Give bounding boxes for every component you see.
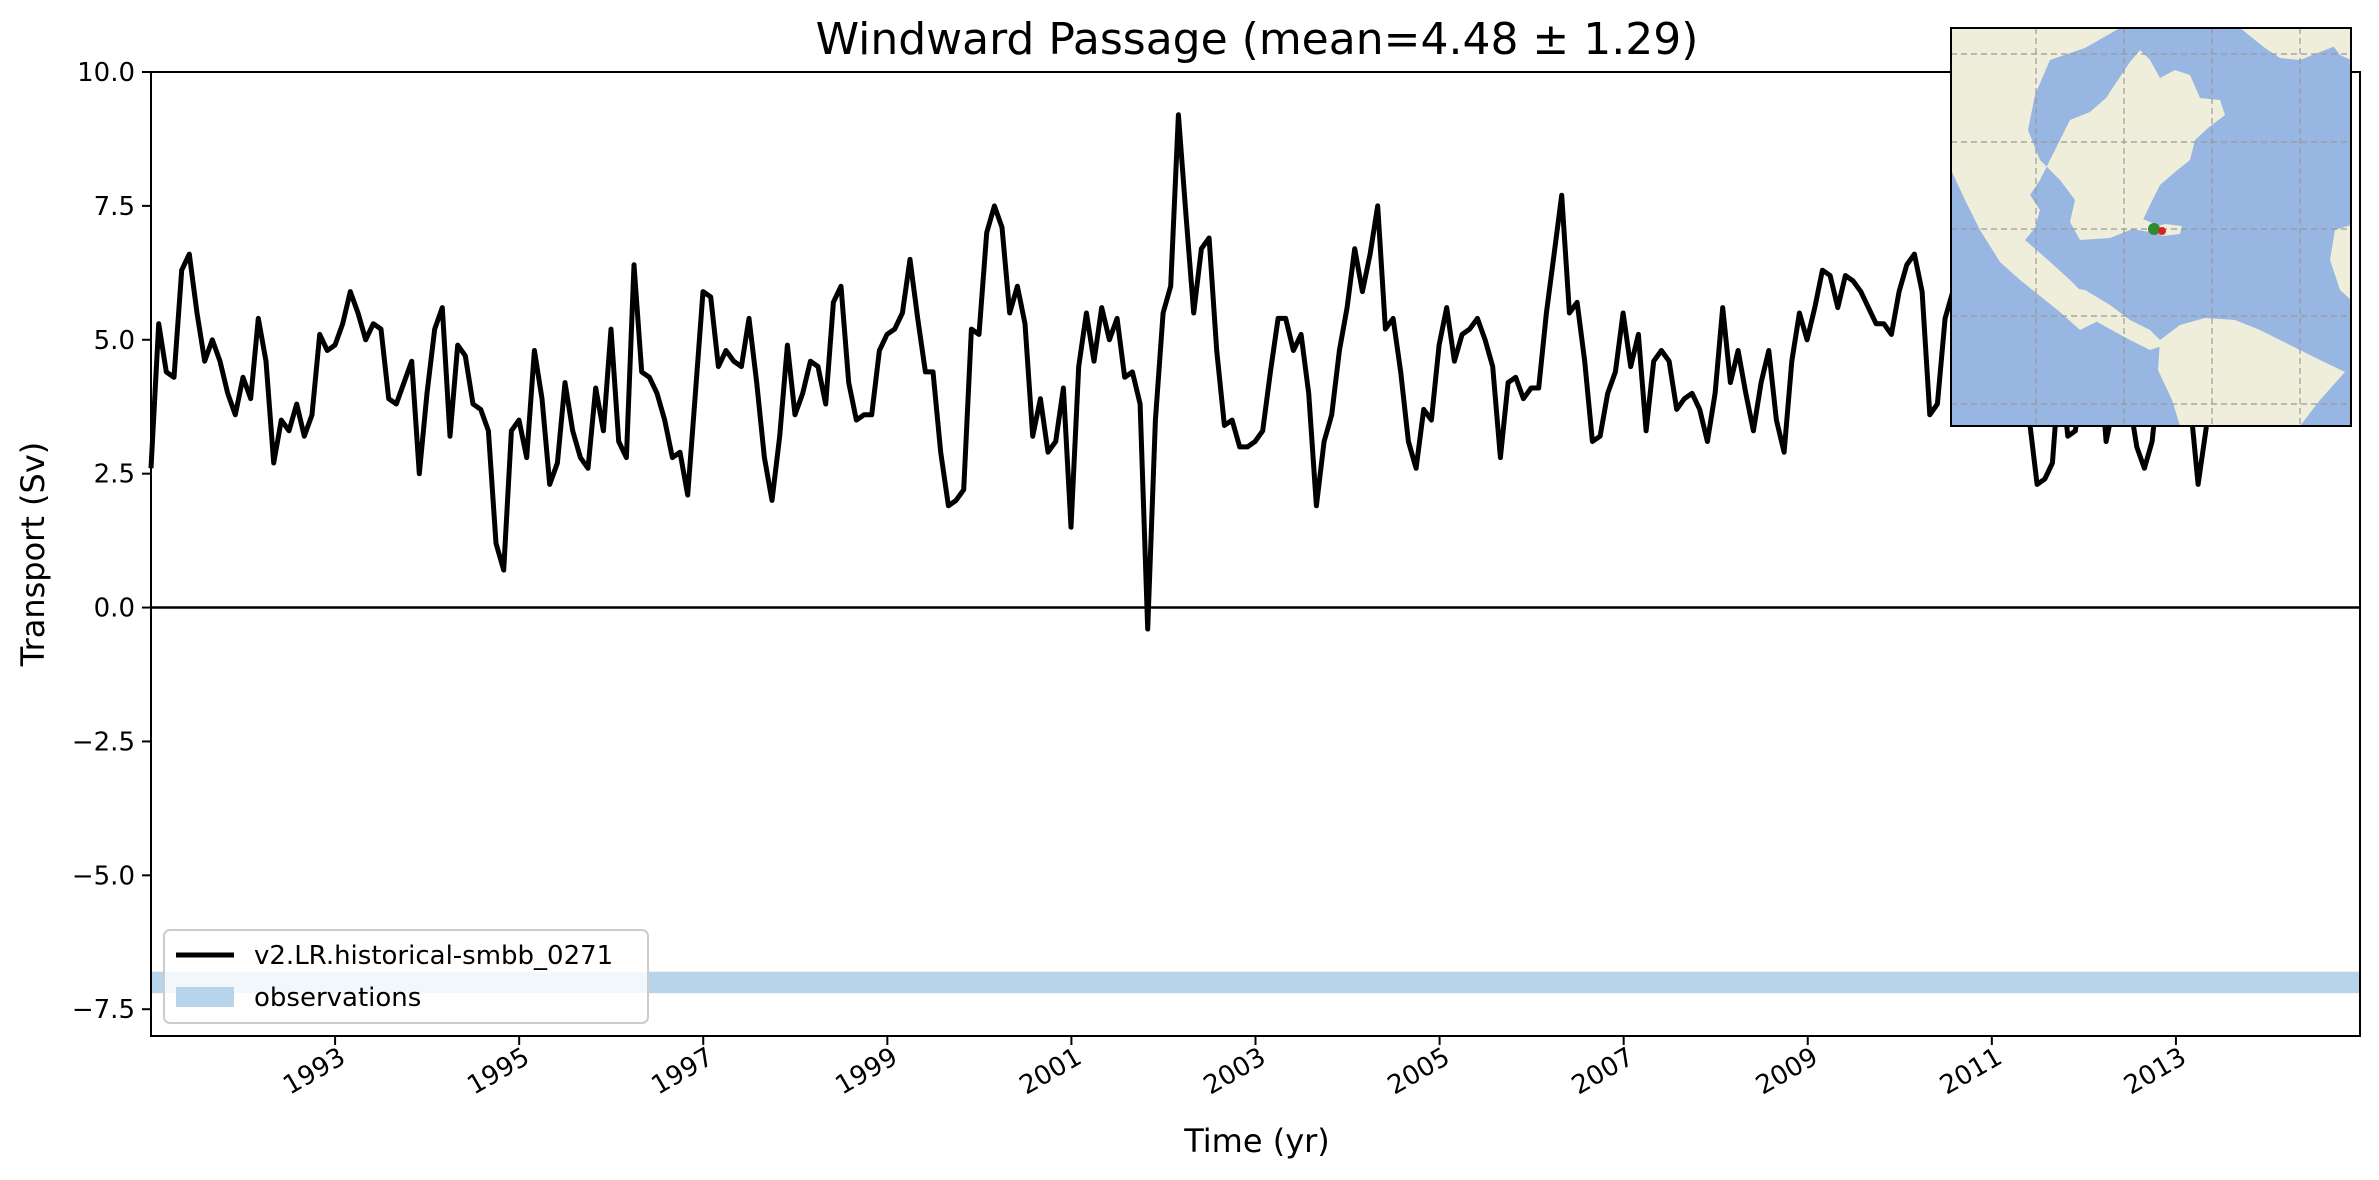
x-tick-label: 2003 [1199,1042,1271,1101]
x-tick-label: 1993 [278,1042,350,1101]
x-axis-label: Time (yr) [1183,1122,1330,1160]
y-axis-label: Transport (Sv) [14,442,52,668]
y-tick-label: 10.0 [77,58,135,88]
y-tick-label: 5.0 [94,326,135,356]
x-tick-label: 2005 [1383,1042,1455,1101]
inset-marker-red [2158,227,2166,235]
chart-title: Windward Passage (mean=4.48 ± 1.29) [816,14,1699,65]
x-tick-label: 2009 [1751,1042,1823,1101]
x-tick-label: 1995 [462,1042,534,1101]
legend-swatch-band [176,987,234,1007]
x-tick-label: 1999 [831,1042,903,1101]
x-tick-label: 2007 [1567,1042,1639,1101]
series-line-v2-lr-historical [148,112,2292,632]
y-tick-label: −2.5 [72,727,135,757]
x-axis-ticks: 1993 1995 1997 1999 2001 2003 2005 2007 2009 2011… [278,1036,2191,1101]
legend-label-model: v2.LR.historical-smbb_0271 [254,941,613,971]
y-tick-label: 2.5 [94,460,135,490]
inset-map [1950,27,2352,427]
x-tick-label: 2013 [2119,1042,2191,1101]
y-tick-label: 7.5 [94,192,135,222]
inset-land-masses [1951,28,2351,426]
y-tick-label: −7.5 [72,995,135,1025]
y-tick-label: −5.0 [72,861,135,891]
legend-frame [163,929,649,1024]
observations-band [152,971,2359,994]
legend-label-observations: observations [254,983,421,1013]
x-tick-label: 1997 [646,1042,718,1101]
x-tick-label: 2011 [1935,1042,2007,1101]
x-tick-label: 2001 [1015,1042,1087,1101]
inset-marker-green [2148,223,2160,235]
legend: v2.LR.historical-smbb_0271 observations [163,929,649,1024]
y-axis-ticks: −7.5 −5.0 −2.5 0.0 2.5 5.0 7.5 10.0 [72,58,151,1025]
inset-frame [1950,27,2352,427]
y-tick-label: 0.0 [94,594,135,624]
